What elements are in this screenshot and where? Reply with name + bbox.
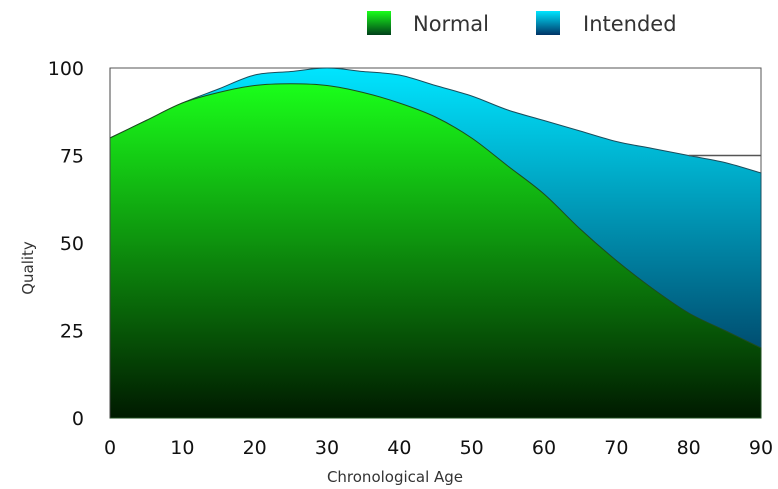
y-axis-ticks: 0 25 50 75 100 xyxy=(48,58,84,430)
legend-item-normal: Normal xyxy=(367,11,489,36)
x-tick-label: 10 xyxy=(170,437,194,459)
legend-swatch-normal xyxy=(367,11,391,35)
y-tick-label: 25 xyxy=(60,321,84,343)
x-tick-label: 30 xyxy=(315,437,339,459)
y-tick-label: 50 xyxy=(60,233,84,255)
x-tick-label: 40 xyxy=(387,437,411,459)
y-tick-label: 75 xyxy=(60,146,84,168)
legend-swatch-intended xyxy=(536,11,560,35)
y-tick-label: 100 xyxy=(48,58,84,80)
x-tick-label: 20 xyxy=(243,437,267,459)
x-tick-label: 70 xyxy=(604,437,628,459)
legend-label-intended: Intended xyxy=(583,12,677,36)
legend: Normal Intended xyxy=(367,11,677,36)
x-axis-ticks: 0 10 20 30 40 50 60 70 80 90 xyxy=(104,437,773,459)
x-tick-label: 80 xyxy=(677,437,701,459)
x-tick-label: 0 xyxy=(104,437,116,459)
x-tick-label: 90 xyxy=(749,437,773,459)
legend-label-normal: Normal xyxy=(413,12,489,36)
y-axis-title: Quality xyxy=(19,241,37,295)
x-tick-label: 60 xyxy=(532,437,556,459)
legend-item-intended: Intended xyxy=(536,11,677,36)
y-tick-label: 0 xyxy=(72,408,84,430)
normal-area xyxy=(109,83,762,419)
x-tick-label: 50 xyxy=(460,437,484,459)
x-axis-title: Chronological Age xyxy=(327,468,463,486)
